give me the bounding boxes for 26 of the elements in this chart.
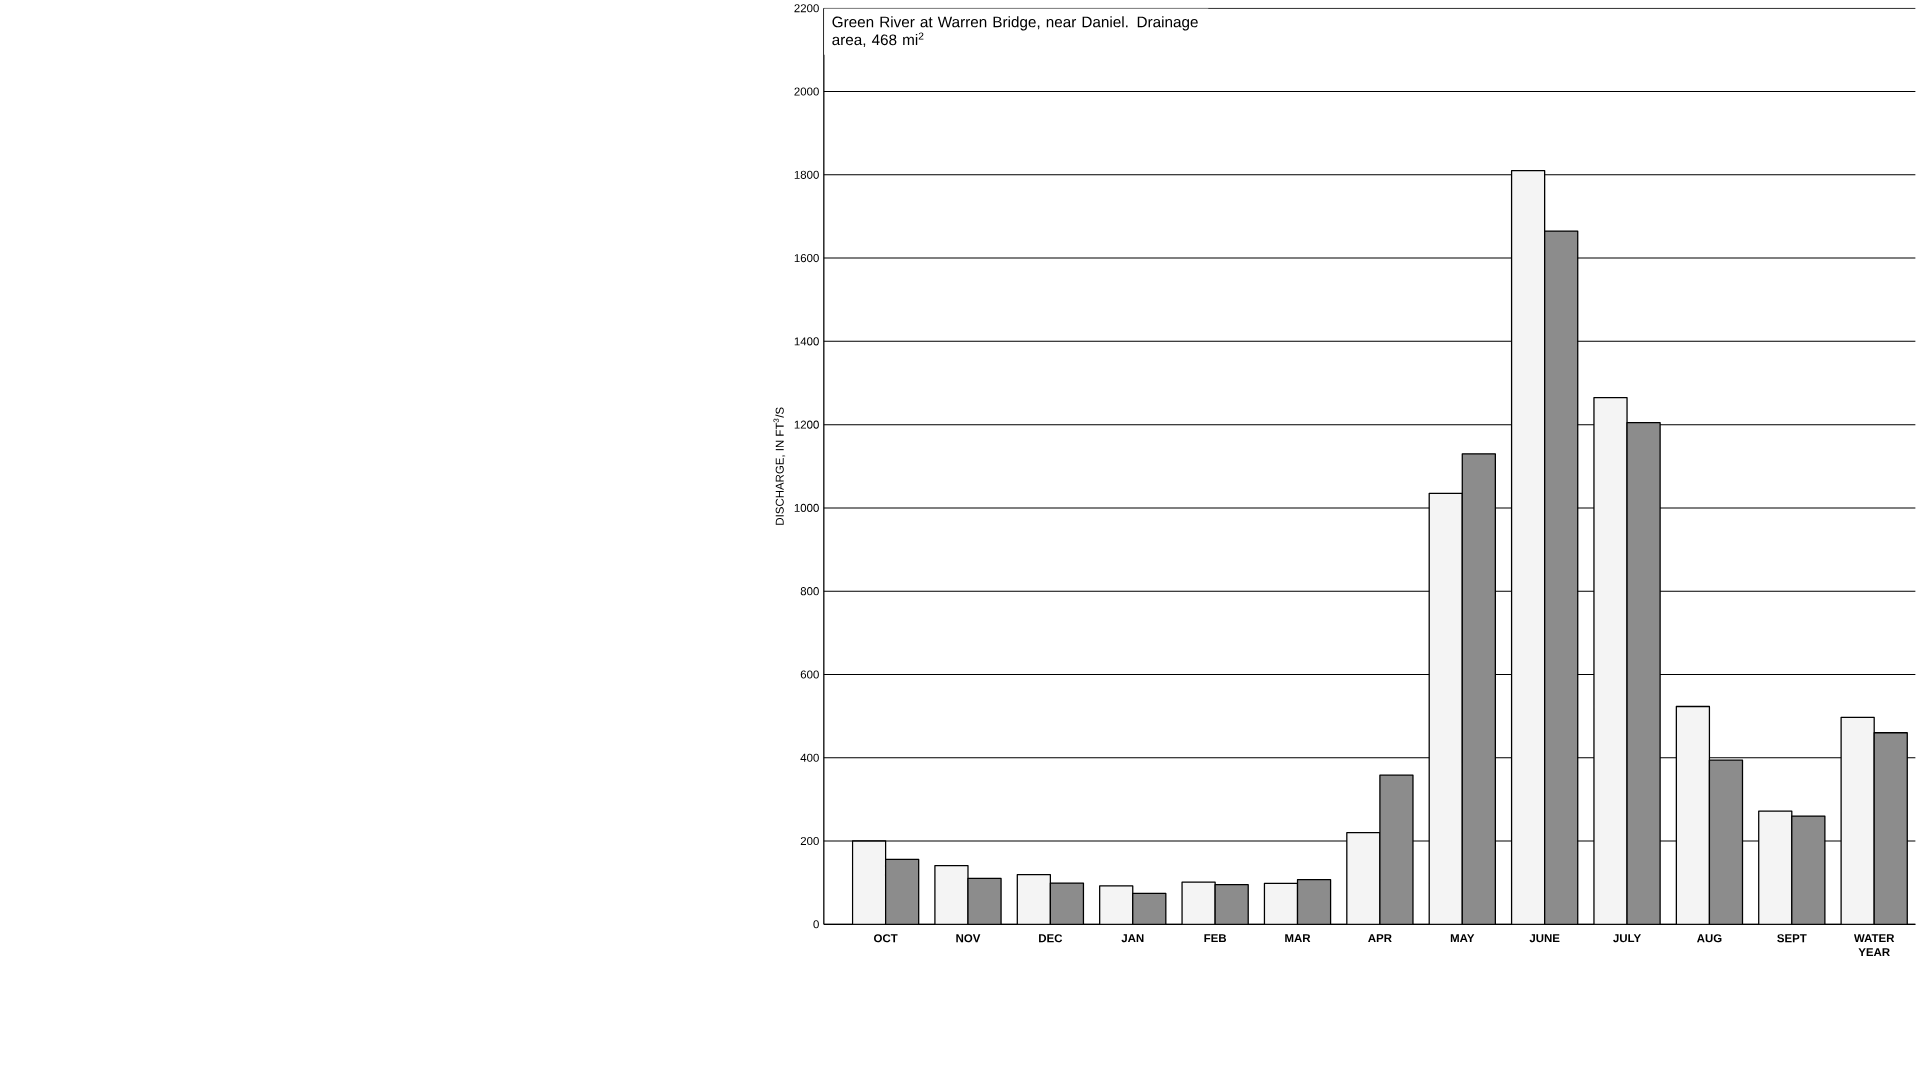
- bar: [1840, 716, 1875, 925]
- bar: [1297, 879, 1331, 925]
- bar: [1346, 832, 1380, 925]
- bar: [1627, 422, 1661, 925]
- bar: [1264, 883, 1298, 925]
- bar: [1132, 893, 1166, 925]
- bar: [1593, 397, 1628, 925]
- bar: [1017, 874, 1051, 925]
- bar: [1182, 882, 1216, 925]
- bar: [1511, 170, 1545, 925]
- bar: [1099, 885, 1133, 925]
- bar: [1709, 760, 1743, 925]
- bar: [885, 859, 919, 925]
- bar: [1676, 706, 1710, 925]
- bar: [1791, 815, 1825, 925]
- bar: [1429, 493, 1463, 925]
- bar: [1379, 775, 1413, 925]
- bar: [967, 878, 1002, 925]
- bar: [1462, 453, 1496, 925]
- bar: [1873, 732, 1908, 925]
- bar: [1544, 230, 1578, 925]
- bar: [852, 840, 886, 925]
- bar: [1758, 810, 1792, 925]
- bar: [1050, 882, 1084, 925]
- bar: [934, 865, 968, 925]
- bar: [1215, 884, 1249, 925]
